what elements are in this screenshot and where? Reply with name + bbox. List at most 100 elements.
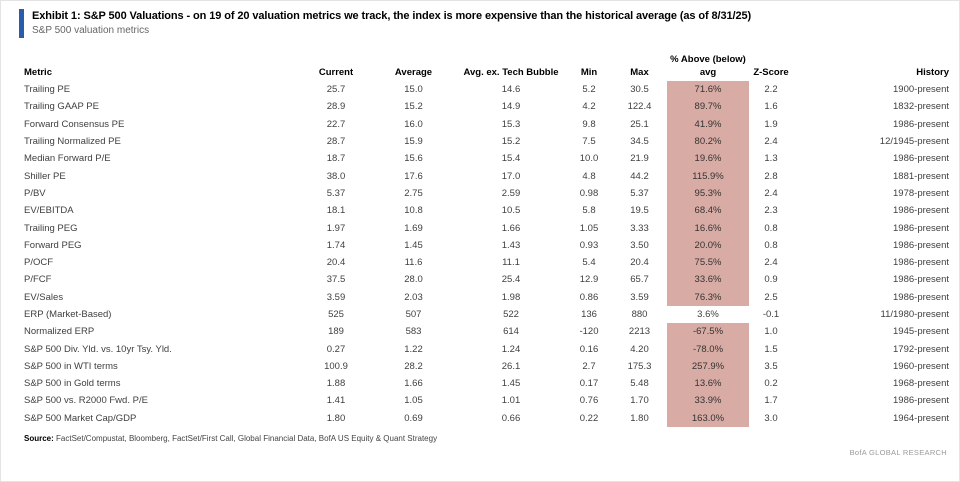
- min-cell: 0.76: [579, 395, 599, 407]
- history-cell: 1986-present: [893, 395, 949, 407]
- z-score-cell: 2.4: [764, 187, 778, 199]
- current-cell: 38.0: [326, 170, 346, 182]
- pct-above-avg-cell: 75.5%: [667, 253, 749, 272]
- current-cell: 0.27: [326, 343, 346, 355]
- current-cell: 22.7: [326, 118, 346, 130]
- history-cell: 1978-present: [893, 187, 949, 199]
- average-cell: 2.03: [404, 291, 423, 303]
- avg-ex-tech-bubble-cell: 15.3: [501, 118, 521, 130]
- average-cell: 16.0: [404, 118, 423, 130]
- avg-ex-tech-bubble-cell: 15.4: [501, 153, 521, 165]
- average-cell: 1.66: [404, 378, 423, 390]
- min-cell: 12.9: [579, 274, 599, 286]
- current-cell: 1.97: [326, 222, 346, 234]
- min-cell: 7.5: [582, 136, 596, 148]
- avg-ex-tech-bubble-cell: 522: [503, 309, 519, 320]
- z-score-cell: 2.4: [764, 257, 778, 269]
- max-cell: 3.59: [630, 291, 649, 303]
- max-cell: 1.80: [630, 412, 649, 424]
- metric-cell: Trailing GAAP PE: [24, 101, 99, 113]
- history-cell: 1986-present: [893, 239, 949, 251]
- max-cell: 3.33: [630, 222, 649, 234]
- pct-above-avg-cell: 71.6%: [667, 81, 749, 99]
- col-header-max: Max: [630, 67, 649, 78]
- current-cell: 100.9: [324, 360, 348, 372]
- pct-above-avg-cell: 89.7%: [667, 98, 749, 116]
- z-score-cell: 1.3: [764, 153, 778, 165]
- col-header-history: History: [916, 67, 949, 78]
- z-score-cell: 3.5: [764, 360, 778, 372]
- avg-ex-tech-bubble-cell: 17.0: [501, 170, 521, 182]
- z-score-cell: 2.8: [764, 170, 778, 182]
- current-cell: 37.5: [326, 274, 346, 286]
- current-cell: 1.88: [326, 378, 346, 390]
- z-score-cell: -0.1: [762, 309, 780, 320]
- accent-bar: [19, 9, 24, 38]
- current-cell: 3.59: [326, 291, 346, 303]
- pct-above-avg-cell: 3.6%: [697, 309, 719, 320]
- table-row: P/FCF 37.5 28.0 25.4 12.9 65.7 33.6% 0.9 1986-pr…: [24, 271, 949, 289]
- z-score-cell: 1.6: [764, 101, 778, 113]
- average-cell: 10.8: [404, 205, 423, 217]
- history-cell: 11/1980-present: [880, 309, 950, 320]
- metric-cell: S&P 500 vs. R2000 Fwd. P/E: [24, 395, 148, 407]
- max-cell: 21.9: [630, 153, 649, 165]
- max-cell: 30.5: [630, 84, 649, 96]
- max-cell: 3.50: [630, 239, 649, 251]
- group-header-row: % Above (below): [24, 53, 949, 66]
- current-cell: 18.1: [326, 205, 346, 217]
- avg-ex-tech-bubble-cell: 25.4: [501, 274, 521, 286]
- current-cell: 28.9: [326, 101, 346, 113]
- history-cell: 1986-present: [893, 205, 949, 217]
- z-score-cell: 0.2: [764, 378, 778, 390]
- min-cell: 136: [581, 309, 597, 320]
- history-cell: 1964-present: [893, 412, 949, 424]
- source-label: Source:: [24, 433, 54, 443]
- table-row: Trailing GAAP PE 28.9 15.2 14.9 4.2 122.4 89.7…: [24, 98, 949, 116]
- current-cell: 25.7: [326, 84, 346, 96]
- metric-cell: ERP (Market-Based): [24, 309, 112, 320]
- history-cell: 1968-present: [893, 378, 949, 390]
- average-cell: 28.2: [404, 360, 423, 372]
- avg-ex-tech-bubble-cell: 1.01: [501, 395, 521, 407]
- z-score-cell: 0.8: [764, 239, 778, 251]
- table-row: Forward Consensus PE 22.7 16.0 15.3 9.8 25.1 4…: [24, 115, 949, 133]
- min-cell: 2.7: [582, 360, 596, 372]
- pct-above-avg-cell: 95.3%: [667, 184, 749, 203]
- min-cell: 0.17: [579, 378, 599, 390]
- z-score-cell: 0.9: [764, 274, 778, 286]
- metric-cell: Trailing Normalized PE: [24, 136, 121, 148]
- avg-ex-tech-bubble-cell: 14.6: [501, 84, 521, 96]
- history-cell: 1986-present: [893, 274, 949, 286]
- table-row: Normalized ERP 189 583 614 -120 2213 -67.5% 1.0…: [24, 323, 949, 341]
- metric-cell: S&P 500 in WTI terms: [24, 360, 118, 372]
- min-cell: 5.2: [582, 84, 596, 96]
- pct-above-avg-cell: 257.9%: [667, 357, 749, 376]
- min-cell: 0.86: [579, 291, 599, 303]
- pct-above-avg-cell: 80.2%: [667, 132, 749, 151]
- table-row: Trailing Normalized PE 28.7 15.9 15.2 7.5 34.…: [24, 132, 949, 151]
- table-row: S&P 500 in WTI terms 100.9 28.2 26.1 2.7 175.…: [24, 357, 949, 376]
- z-score-cell: 1.7: [764, 395, 778, 407]
- min-cell: 10.0: [579, 153, 599, 165]
- max-cell: 25.1: [630, 118, 649, 130]
- table-row: Median Forward P/E 18.7 15.6 15.4 10.0 21.9 19…: [24, 150, 949, 168]
- max-cell: 4.20: [630, 343, 649, 355]
- average-cell: 507: [405, 309, 422, 320]
- min-cell: 0.93: [579, 239, 599, 251]
- history-cell: 1881-present: [893, 170, 949, 182]
- history-cell: 1986-present: [893, 257, 949, 269]
- valuation-metrics-table: % Above (below) Metric Current Average A…: [24, 53, 949, 427]
- group-header-spacer-right: [749, 53, 949, 66]
- metric-cell: EV/Sales: [24, 291, 64, 303]
- table-row: Shiller PE 38.0 17.6 17.0 4.8 44.2 115.9% 2.8 18…: [24, 167, 949, 185]
- pct-above-avg-cell: 13.6%: [667, 375, 749, 393]
- avg-ex-tech-bubble-cell: 11.1: [502, 257, 520, 269]
- average-cell: 1.05: [404, 395, 423, 407]
- pct-above-avg-cell: 33.6%: [667, 271, 749, 289]
- avg-ex-tech-bubble-cell: 26.1: [501, 360, 521, 372]
- min-cell: 1.05: [579, 222, 599, 234]
- z-score-cell: 2.4: [764, 136, 778, 148]
- min-cell: 9.8: [582, 118, 596, 130]
- current-cell: 28.7: [326, 136, 346, 148]
